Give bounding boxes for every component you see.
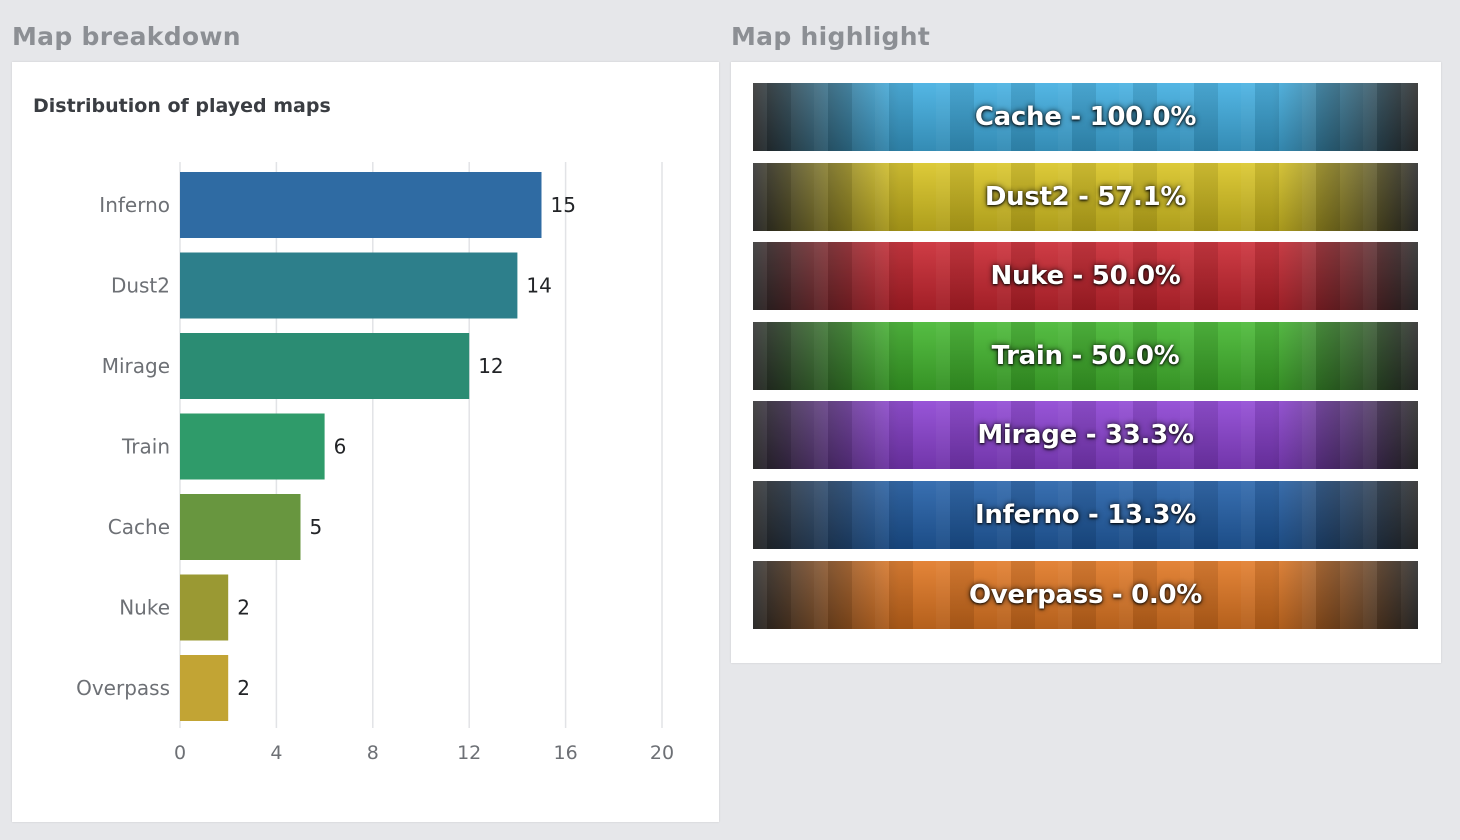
banner-label: Inferno - 13.3%: [975, 500, 1196, 530]
map-distribution-chart: 0 4 8 12 16 20 Inferno 15 Dust2 14 Mirage 12 Train 6 C…: [76, 162, 674, 764]
x-tick-label: 16: [554, 742, 578, 764]
banner-color-band: [753, 560, 1418, 629]
banner-texture: [753, 83, 1418, 151]
banner-color-band: [753, 481, 1418, 549]
banner-texture: [753, 162, 1418, 231]
banner-texture: [753, 242, 1418, 311]
data-label: 12: [478, 354, 503, 378]
category-label: Nuke: [119, 596, 170, 620]
map-highlight-heading: Map highlight: [731, 22, 931, 51]
chart-title: Distribution of played maps: [33, 95, 331, 117]
bar: [180, 172, 542, 238]
x-tick-label: 0: [174, 742, 186, 764]
x-tick-label: 4: [270, 742, 282, 764]
banner-label: Train - 50.0%: [991, 340, 1180, 371]
data-label: 2: [237, 676, 250, 700]
category-label: Dust2: [111, 274, 170, 298]
bar: [180, 413, 325, 480]
category-label: Mirage: [102, 354, 170, 378]
banner-color-band: [753, 321, 1418, 390]
map-highlight-banner: Cache - 100.0%: [753, 83, 1418, 151]
data-label: 14: [526, 274, 551, 298]
banner-label: Mirage - 33.3%: [977, 420, 1194, 451]
map-highlight-banner: Dust2 - 57.1%: [753, 162, 1418, 231]
banner-texture: [753, 560, 1418, 629]
bar: [180, 494, 301, 560]
x-tick-label: 12: [457, 742, 481, 764]
x-tick-label: 20: [650, 742, 674, 764]
data-label: 2: [237, 596, 250, 620]
bar: [180, 655, 229, 721]
category-label: Overpass: [76, 676, 170, 700]
banner-label: Dust2 - 57.1%: [984, 181, 1187, 212]
map-highlight-banner: Overpass - 0.0%: [753, 560, 1418, 629]
map-breakdown-panel: Distribution of played maps 0 4 8 12 16 20 Inf…: [12, 62, 719, 822]
map-breakdown-heading: Map breakdown: [12, 22, 241, 51]
banner-label: Cache - 100.0%: [974, 102, 1197, 132]
bar: [180, 333, 470, 399]
banner-color-band: [753, 83, 1418, 151]
x-tick-label: 8: [367, 742, 379, 764]
data-label: 15: [551, 193, 576, 217]
bar: [180, 574, 229, 641]
banner-color-band: [753, 162, 1418, 231]
banner-color-band: [753, 401, 1418, 470]
map-highlight-banner: Mirage - 33.3%: [753, 401, 1418, 470]
map-highlight-banner: Inferno - 13.3%: [753, 481, 1418, 549]
banner-texture: [753, 401, 1418, 470]
category-label: Cache: [108, 515, 170, 539]
category-label: Inferno: [99, 193, 170, 217]
data-label: 5: [310, 515, 323, 539]
map-highlight-banner: Train - 50.0%: [753, 321, 1418, 390]
banner-texture: [753, 321, 1418, 390]
banner-label: Nuke - 50.0%: [990, 261, 1181, 292]
banner-label: Overpass - 0.0%: [968, 579, 1203, 610]
map-highlight-banner: Nuke - 50.0%: [753, 242, 1418, 311]
data-label: 6: [334, 435, 347, 459]
map-highlight-panel: Cache - 100.0% Dust2 - 57.1% Nuke - 50.0% T…: [731, 62, 1441, 663]
bar: [180, 252, 518, 319]
banner-texture: [753, 481, 1418, 549]
banner-color-band: [753, 242, 1418, 311]
category-label: Train: [121, 435, 170, 459]
